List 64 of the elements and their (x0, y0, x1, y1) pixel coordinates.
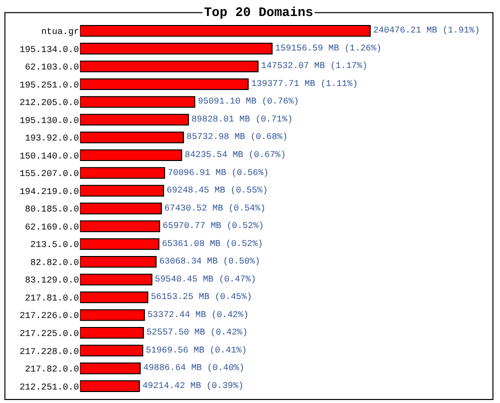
bar (80, 42, 273, 54)
bar (80, 380, 140, 392)
bar (80, 291, 148, 304)
data-label: 85732.98 MB (0.68%) (186, 132, 288, 142)
bar (80, 238, 160, 250)
y-tick-label: 195.251.0.0 (20, 80, 79, 90)
bar (80, 114, 189, 126)
y-tick-label: 217.82.0.0 (24, 364, 79, 375)
bar (80, 184, 164, 197)
y-tick-label: 194.219.0.0 (20, 186, 79, 197)
bar (80, 149, 182, 162)
bar (80, 167, 166, 179)
data-label: 95091.10 MB (0.76%) (198, 96, 300, 107)
data-label: 67430.52 MB (0.54%) (164, 203, 266, 214)
data-label: 159156.59 MB (1.26%) (275, 43, 382, 54)
y-tick-label: 217.81.0.0 (24, 293, 79, 304)
y-tick-label: 83.129.0.0 (24, 276, 79, 286)
bar (80, 60, 259, 72)
y-tick-label: 217.228.0.0 (20, 346, 79, 357)
data-label: 49886.64 MB (0.40%) (143, 363, 244, 374)
bar (80, 78, 249, 90)
data-label: 53372.44 MB (0.42%) (147, 310, 249, 320)
chart-title: Top 20 Domains (204, 5, 314, 20)
bar (80, 202, 162, 214)
bar (80, 362, 141, 374)
y-tick-label: 217.225.0.0 (20, 328, 79, 339)
y-tick-label: 212.205.0.0 (20, 98, 79, 108)
data-label: 51969.56 MB (0.41%) (146, 345, 247, 356)
bar (80, 309, 145, 321)
data-label: 49214.42 MB (0.39%) (142, 380, 244, 391)
data-label: 52557.50 MB (0.42%) (146, 328, 248, 338)
data-label: 84235.54 MB (0.67%) (184, 150, 286, 160)
y-tick-label: 80.185.0.0 (24, 204, 79, 215)
data-label: 89828.01 MB (0.71%) (191, 114, 293, 124)
data-label: 70096.91 MB (0.56%) (168, 168, 269, 178)
bar (80, 256, 157, 268)
bar (80, 220, 160, 232)
y-tick-label: 213.5.0.0 (30, 240, 79, 250)
y-tick-label: 217.226.0.0 (20, 311, 79, 322)
data-label: 147532.07 MB (1.17%) (261, 61, 368, 72)
y-tick-label: 150.140.0.0 (20, 151, 79, 162)
data-label: 65970.77 MB (0.52%) (162, 221, 264, 232)
data-label: 63068.34 MB (0.50%) (159, 256, 260, 267)
data-label: 65361.08 MB (0.52%) (162, 238, 263, 249)
bar (80, 327, 144, 339)
bar (80, 274, 152, 286)
data-label: 69248.45 MB (0.55%) (166, 186, 268, 196)
y-tick-label: 62.169.0.0 (24, 222, 79, 232)
y-tick-label: 62.103.0.0 (24, 62, 79, 73)
y-tick-label: 82.82.0.0 (30, 258, 79, 268)
data-label: 59540.45 MB (0.47%) (154, 274, 256, 284)
data-label: 139377.71 MB (1.11%) (251, 78, 358, 89)
data-label: 240476.21 MB (1.91%) (373, 26, 480, 36)
y-tick-label: 195.134.0.0 (20, 44, 79, 55)
bar (80, 344, 144, 356)
y-tick-label: 193.92.0.0 (24, 134, 79, 144)
data-label: 56153.25 MB (0.45%) (150, 292, 252, 302)
bar (80, 132, 184, 144)
bar (80, 96, 196, 108)
y-tick-label: ntua.gr (41, 27, 79, 38)
y-tick-label: 212.251.0.0 (20, 382, 79, 392)
y-tick-label: 155.207.0.0 (20, 169, 79, 180)
y-tick-label: 195.130.0.0 (20, 116, 79, 126)
bar (80, 25, 371, 37)
